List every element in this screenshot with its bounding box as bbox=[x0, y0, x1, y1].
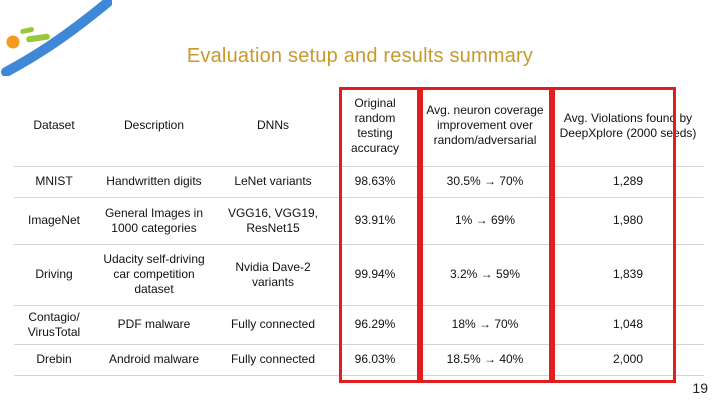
cell-description: Handwritten digits bbox=[94, 166, 214, 198]
header-accuracy: Original random testing accuracy bbox=[332, 86, 418, 167]
results-table: Dataset Description DNNs Original random… bbox=[14, 86, 704, 376]
cell-description: PDF malware bbox=[94, 305, 214, 345]
table-row: ImageNet General Images in 1000 categori… bbox=[14, 197, 704, 245]
cell-accuracy: 98.63% bbox=[332, 166, 418, 198]
cell-dataset: Drebin bbox=[14, 344, 94, 376]
table-row: Contagio/ VirusTotal PDF malware Fully c… bbox=[14, 305, 704, 345]
cell-violations: 1,289 bbox=[552, 166, 704, 198]
cell-dataset: Driving bbox=[14, 244, 94, 306]
cell-description: Udacity self-driving car competition dat… bbox=[94, 244, 214, 306]
cell-description: General Images in 1000 categories bbox=[94, 197, 214, 245]
table-row: Driving Udacity self-driving car competi… bbox=[14, 244, 704, 306]
cell-accuracy: 93.91% bbox=[332, 197, 418, 245]
cell-dnns: VGG16, VGG19, ResNet15 bbox=[214, 197, 332, 245]
cell-violations: 1,048 bbox=[552, 305, 704, 345]
table-row: MNIST Handwritten digits LeNet variants … bbox=[14, 166, 704, 198]
cell-violations: 2,000 bbox=[552, 344, 704, 376]
logo-dash-green-small bbox=[20, 27, 35, 34]
cell-accuracy: 99.94% bbox=[332, 244, 418, 306]
cell-accuracy: 96.03% bbox=[332, 344, 418, 376]
cell-dnns: Fully connected bbox=[214, 344, 332, 376]
cell-dnns: Fully connected bbox=[214, 305, 332, 345]
cell-coverage: 1% → 69% bbox=[418, 197, 552, 245]
header-description: Description bbox=[94, 86, 214, 167]
cell-dataset: MNIST bbox=[14, 166, 94, 198]
cell-coverage: 3.2% → 59% bbox=[418, 244, 552, 306]
cell-dnns: LeNet variants bbox=[214, 166, 332, 198]
page-title: Evaluation setup and results summary bbox=[186, 45, 534, 67]
header-dnns: DNNs bbox=[214, 86, 332, 167]
cell-accuracy: 96.29% bbox=[332, 305, 418, 345]
cell-violations: 1,839 bbox=[552, 244, 704, 306]
logo-dot-orange bbox=[6, 35, 20, 49]
logo-dash-green bbox=[26, 33, 50, 43]
cell-coverage: 18.5% → 40% bbox=[418, 344, 552, 376]
logo-swoosh bbox=[1, 0, 112, 76]
header-dataset: Dataset bbox=[14, 86, 94, 167]
cell-dnns: Nvidia Dave-2 variants bbox=[214, 244, 332, 306]
table-row: Drebin Android malware Fully connected 9… bbox=[14, 344, 704, 376]
table-header-row: Dataset Description DNNs Original random… bbox=[14, 86, 704, 167]
header-violations: Avg. Violations found by DeepXplore (200… bbox=[552, 86, 704, 167]
cell-violations: 1,980 bbox=[552, 197, 704, 245]
cell-coverage: 30.5% → 70% bbox=[418, 166, 552, 198]
cell-dataset: Contagio/ VirusTotal bbox=[14, 305, 94, 345]
header-coverage: Avg. neuron coverage improvement over ra… bbox=[418, 86, 552, 167]
page-number: 19 bbox=[692, 380, 708, 396]
logo-icon bbox=[1, 0, 112, 76]
cell-dataset: ImageNet bbox=[14, 197, 94, 245]
cell-coverage: 18% → 70% bbox=[418, 305, 552, 345]
cell-description: Android malware bbox=[94, 344, 214, 376]
